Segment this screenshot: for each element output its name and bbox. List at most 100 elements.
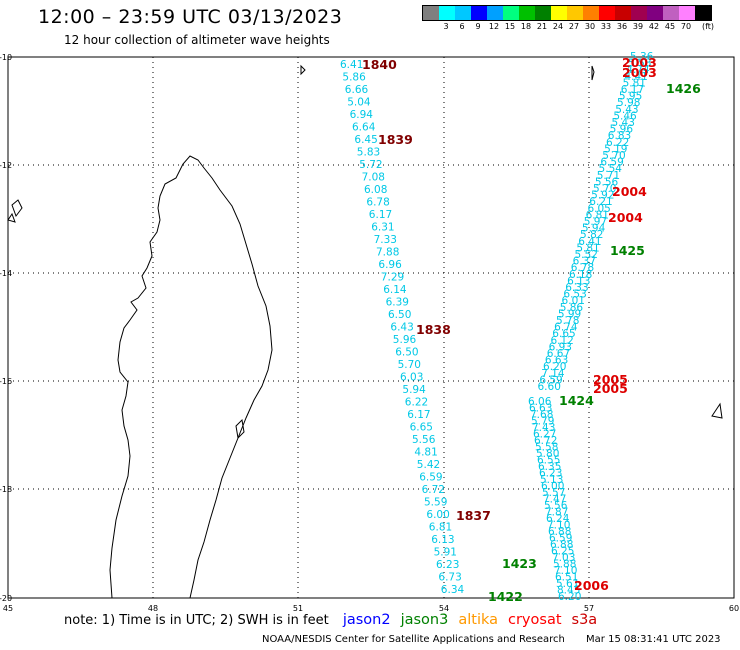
pass-time-label: 2005 xyxy=(593,372,628,387)
west-track-value: 6.64 xyxy=(352,122,376,134)
legend-jason3: jason3 xyxy=(400,612,449,628)
west-track-value: 5.04 xyxy=(347,97,371,109)
legend-jason2: jason2 xyxy=(342,612,391,628)
east-track-value: 5.92 xyxy=(591,190,614,202)
colorbar-tick-label: 18 xyxy=(520,22,532,31)
pass-time-label: 1837 xyxy=(456,508,491,523)
west-track-value: 6.59 xyxy=(419,472,442,484)
east-track-value: 5.81 xyxy=(576,242,599,254)
east-south-track-value: 5.56 xyxy=(544,500,568,512)
observation-layer: 6.415.866.665.046.946.646.455.835.727.08… xyxy=(340,51,701,604)
colorbar-swatch xyxy=(615,6,631,20)
colorbar-swatch xyxy=(567,6,583,20)
west-track-value: 5.83 xyxy=(357,147,380,159)
credit-org: NOAA/NESDIS Center for Satellite Applica… xyxy=(262,634,565,645)
east-south-track-value: 5.88 xyxy=(553,559,576,571)
east-track-value: 5.52 xyxy=(575,249,598,261)
east-south-track-value: 8.45 xyxy=(557,585,580,597)
pass-time-label: 1838 xyxy=(416,322,451,337)
west-track-value: 6.34 xyxy=(441,584,465,596)
colorbar-tick-label: 21 xyxy=(536,22,548,31)
west-track-value: 5.72 xyxy=(359,159,382,171)
colorbar-swatch xyxy=(695,6,711,20)
east-south-track-value: 6.51 xyxy=(555,572,578,584)
west-track-value: 6.31 xyxy=(371,222,394,234)
east-track-value: 5.94 xyxy=(582,223,606,235)
west-track-value: 6.45 xyxy=(354,134,377,146)
lon-label: 60 xyxy=(729,604,739,613)
east-track-value: 6.83 xyxy=(608,130,631,142)
island-south-1 xyxy=(235,418,245,440)
east-track-value: 6.01 xyxy=(562,295,585,307)
west-track-value: 6.96 xyxy=(378,259,402,271)
west-track-value: 7.33 xyxy=(374,234,397,246)
colorbar-tick-label: 15 xyxy=(504,22,516,31)
pass-time-label: 2005 xyxy=(593,381,628,396)
lon-label: 57 xyxy=(584,604,594,613)
lon-label: 45 xyxy=(3,604,13,613)
east-track-value: 5.46 xyxy=(613,110,637,122)
east-track-value: 6.37 xyxy=(573,256,596,268)
east-track-value: 6.81 xyxy=(586,209,609,221)
colorbar-swatch xyxy=(439,6,455,20)
pass-time-label: 1424 xyxy=(559,393,594,408)
colorbar-tick-label: 36 xyxy=(616,22,628,31)
east-track-value: 6.22 xyxy=(606,137,629,149)
map-frame xyxy=(7,56,735,599)
east-south-track-value: 7.10 xyxy=(554,565,577,577)
east-track-value: 5.54 xyxy=(599,163,623,175)
east-track-value: 4.41 xyxy=(624,71,647,83)
west-track-value: 6.66 xyxy=(345,84,369,96)
colorbar-tick-label: 39 xyxy=(632,22,644,31)
island-east-1 xyxy=(711,402,723,419)
colorbar-swatch xyxy=(423,6,439,20)
colorbar-tick-label: 27 xyxy=(568,22,580,31)
east-track-value: 6.63 xyxy=(545,355,568,367)
colorbar-ticks: 3 6 9 12 15 18 21 24 27 30 33 36 39 42 45 70 (ft) xyxy=(422,22,740,32)
east-south-track-value: 6.88 xyxy=(548,526,571,538)
west-track-value: 5.59 xyxy=(424,497,447,509)
lon-label: 54 xyxy=(439,604,449,613)
legend-s3a: s3a xyxy=(571,612,598,628)
east-south-track-value: 7.47 xyxy=(543,494,566,506)
east-south-track-value: 7.43 xyxy=(532,422,555,434)
east-south-track-value: 5.58 xyxy=(535,442,558,454)
west-track-value: 6.78 xyxy=(366,197,389,209)
colorbar-swatch xyxy=(551,6,567,20)
colorbar-swatch xyxy=(583,6,599,20)
east-track-value: 5.53 xyxy=(628,58,651,70)
colorbar xyxy=(422,5,712,21)
east-track-value: 5.96 xyxy=(610,124,634,136)
pass-time-label: 1423 xyxy=(502,556,537,571)
east-south-track-value: 5.61 xyxy=(556,578,579,590)
pass-time-label: 2004 xyxy=(608,210,643,225)
east-track-value: 6.12 xyxy=(550,335,573,347)
west-track-value: 5.86 xyxy=(342,72,366,84)
east-south-track-value: 6.27 xyxy=(533,429,556,441)
west-track-value: 7.88 xyxy=(376,247,399,259)
east-track-value: 6.13 xyxy=(567,275,590,287)
east-track-value: 6.21 xyxy=(589,196,612,208)
colorbar-tick-label: 45 xyxy=(664,22,676,31)
colorbar-swatch xyxy=(647,6,663,20)
colorbar-swatch xyxy=(455,6,471,20)
lat-label: -14 xyxy=(0,269,12,278)
east-south-track-value: 6.24 xyxy=(546,513,570,525)
note-text: note: 1) Time is in UTC; 2) SWH is in fe… xyxy=(64,613,329,628)
east-track-value: 6.78 xyxy=(571,262,594,274)
east-track-value: 5.71 xyxy=(597,170,620,182)
east-south-track-value: 7.10 xyxy=(547,520,570,532)
west-track-value: 6.50 xyxy=(388,309,411,321)
east-south-track-value: 7.03 xyxy=(552,552,575,564)
east-track-value: 5.36 xyxy=(630,51,654,63)
page-title: 12:00 – 23:59 UTC 03/13/2023 xyxy=(38,6,343,28)
east-south-track-value: 6.55 xyxy=(537,455,560,467)
footnote: note: 1) Time is in UTC; 2) SWH is in fe… xyxy=(64,612,597,628)
east-track-value: 5.98 xyxy=(617,97,640,109)
legend-cryosat: cryosat xyxy=(508,612,562,628)
east-track-value: 5.78 xyxy=(556,315,579,327)
island-east-2 xyxy=(591,65,595,81)
east-track-value: 6.05 xyxy=(587,203,610,215)
west-track-value: 4.81 xyxy=(414,447,437,459)
east-track-value: 6.18 xyxy=(569,269,592,281)
